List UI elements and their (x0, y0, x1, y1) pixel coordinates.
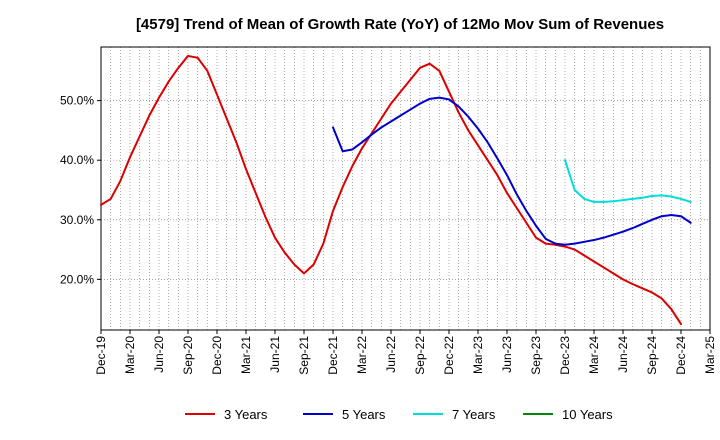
x-tick-label: Sep-21 (297, 336, 311, 375)
series-line-3-years (100, 54, 682, 326)
x-tick-label: Mar-20 (123, 336, 137, 374)
x-tick-label: Jun-21 (268, 336, 282, 373)
y-tick-label: 50.0% (60, 94, 94, 108)
x-tick-label: Jun-24 (616, 336, 630, 373)
legend-label: 7 Years (452, 407, 496, 422)
x-tick-label: Mar-22 (355, 336, 369, 374)
legend: 3 Years 5 Years 7 Years 10 Years (185, 407, 613, 422)
grid-layer (101, 47, 710, 330)
x-tick-label: Mar-24 (587, 336, 601, 374)
series-line-5-years (332, 96, 692, 246)
x-tick-label: Jun-20 (152, 336, 166, 373)
legend-label: 3 Years (224, 407, 268, 422)
x-tick-label: Jun-23 (500, 336, 514, 373)
x-tick-label: Mar-25 (703, 336, 717, 374)
x-axis-ticks: Dec-19 Mar-20 Jun-20 Sep-20 Dec-20 Mar-21 Jun-… (94, 330, 717, 375)
x-tick-label: Dec-19 (94, 336, 108, 375)
y-tick-label: 40.0% (60, 153, 94, 167)
legend-label: 5 Years (342, 407, 386, 422)
series-line-7-years (564, 159, 692, 203)
x-tick-label: Sep-24 (645, 336, 659, 375)
x-tick-label: Dec-21 (326, 336, 340, 375)
chart-title: [4579] Trend of Mean of Growth Rate (YoY… (136, 16, 664, 33)
x-tick-label: Sep-22 (413, 336, 427, 375)
x-tick-label: Dec-23 (558, 336, 572, 375)
x-tick-label: Sep-23 (529, 336, 543, 375)
x-tick-label: Dec-22 (442, 336, 456, 375)
y-tick-label: 30.0% (60, 213, 94, 227)
y-tick-label: 20.0% (60, 272, 94, 286)
x-tick-label: Sep-20 (181, 336, 195, 375)
x-tick-label: Dec-24 (674, 336, 688, 375)
plot-frame (100, 46, 711, 331)
x-tick-label: Dec-20 (210, 336, 224, 375)
x-tick-label: Jun-22 (384, 336, 398, 373)
legend-label: 10 Years (562, 407, 613, 422)
y-axis-ticks: 20.0% 30.0% 40.0% 50.0% (60, 94, 101, 286)
x-tick-label: Mar-23 (471, 336, 485, 374)
series-layer (100, 54, 692, 326)
x-tick-label: Mar-21 (239, 336, 253, 374)
